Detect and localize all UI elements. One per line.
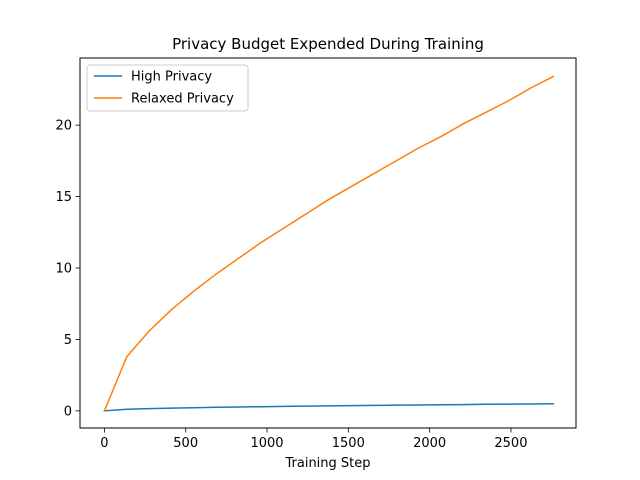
x-tick-label: 2000	[413, 436, 446, 451]
x-tick-label: 500	[173, 436, 198, 451]
x-tick-label: 1500	[332, 436, 365, 451]
chart-title: Privacy Budget Expended During Training	[172, 35, 484, 53]
x-tick-label: 0	[100, 436, 108, 451]
y-tick-label: 20	[55, 119, 72, 134]
x-tick-label: 2500	[494, 436, 527, 451]
y-tick-label: 15	[55, 190, 72, 205]
series-layer	[103, 75, 555, 412]
x-tick-label: 1000	[250, 436, 283, 451]
series-line-2	[103, 75, 555, 412]
plot-frame	[79, 57, 577, 429]
x-axis-title: Training Step	[284, 456, 370, 471]
legend-box	[86, 64, 249, 112]
y-tick-label: 5	[64, 333, 72, 348]
y-tick-label: 0	[64, 404, 72, 419]
y-tick-label: 10	[55, 262, 72, 277]
x-axis: 0 500 1000 1500 2000 2500	[100, 428, 527, 451]
y-axis: 0 5 10 15 20	[55, 119, 80, 419]
series-line-1	[103, 402, 554, 412]
legend-label-1: High Privacy	[131, 70, 212, 85]
legend: High Privacy Relaxed Privacy	[86, 64, 249, 112]
legend-label-2: Relaxed Privacy	[131, 92, 234, 107]
